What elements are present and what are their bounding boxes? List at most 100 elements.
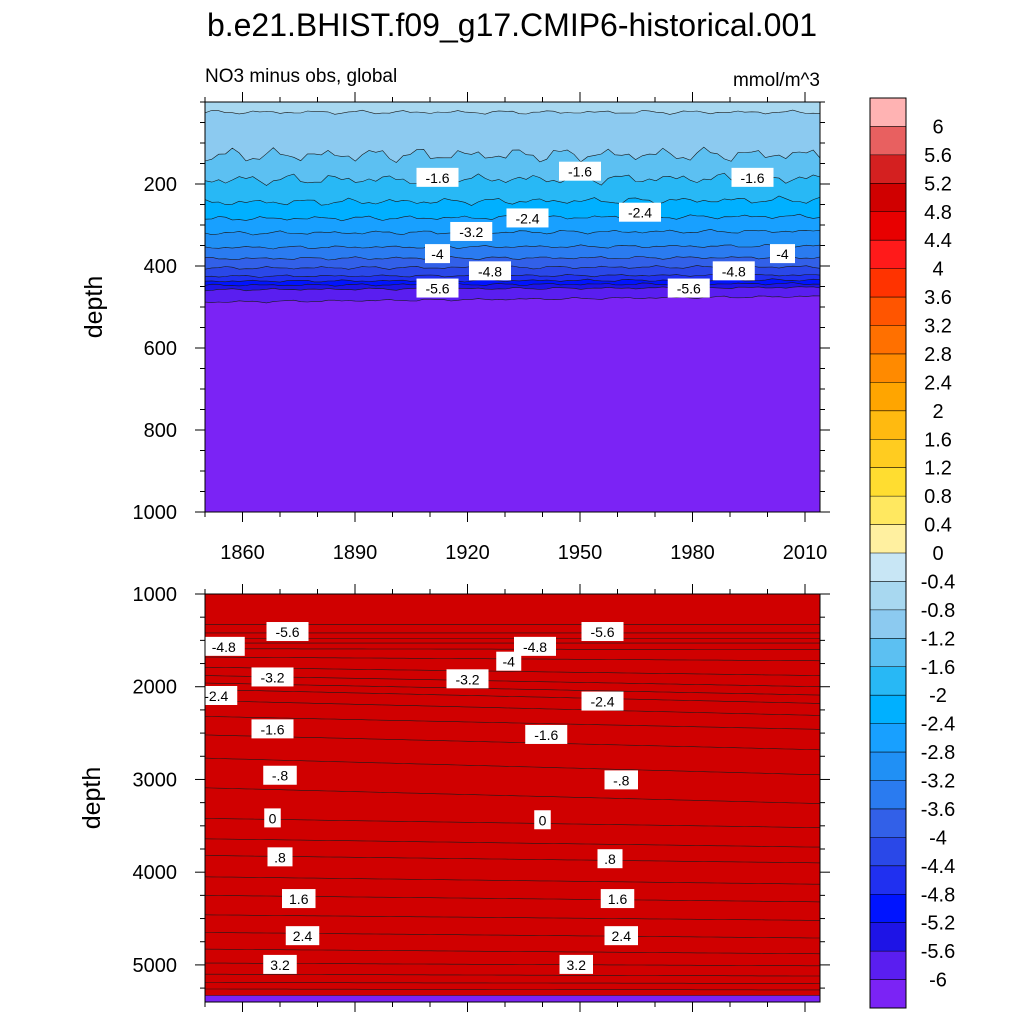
- y-tick-label: 800: [144, 420, 177, 442]
- contour-line: [205, 648, 820, 650]
- colorbar-label: 4.8: [924, 202, 952, 224]
- colorbar-swatch: [870, 979, 906, 1009]
- contour-label: -2.4: [590, 694, 614, 710]
- colorbar-swatch: [870, 951, 906, 980]
- colorbar-swatch: [870, 353, 906, 383]
- contour-line: [205, 982, 820, 984]
- colorbar-label: -0.4: [921, 571, 955, 593]
- contour-band: [205, 102, 820, 163]
- colorbar-label: -5.2: [921, 913, 955, 935]
- contour-line: [205, 682, 820, 696]
- x-tick-label: 1860: [220, 542, 265, 564]
- contour-line: [205, 716, 820, 730]
- colorbar-label: 2.4: [924, 372, 952, 394]
- contour-label-box: [667, 278, 710, 298]
- colorbar-swatch: [870, 297, 906, 326]
- contour-line: [205, 195, 820, 206]
- colorbar-label: -4.4: [921, 856, 955, 878]
- colorbar-swatch: [870, 695, 906, 725]
- contour-label-box: [195, 686, 238, 705]
- contour-label-box: [731, 167, 774, 187]
- contour-band: [205, 102, 820, 115]
- contour-label: -.8: [613, 772, 630, 788]
- contour-label-box: [581, 622, 624, 642]
- contour-label: -1.6: [534, 727, 558, 743]
- contour-label-box: [267, 847, 293, 867]
- contour-line: [205, 228, 820, 236]
- colorbar-swatch: [870, 808, 906, 838]
- colorbar-label: 0: [932, 543, 943, 565]
- colorbar-swatch: [870, 439, 906, 469]
- contour-label-box: [559, 161, 601, 181]
- colorbar-swatch: [870, 524, 906, 554]
- contour-line: [205, 675, 820, 687]
- colorbar-frame: [869, 97, 907, 1009]
- colorbar-swatch: [870, 894, 906, 924]
- contour-label: -3.2: [459, 224, 483, 240]
- colorbar-swatch: [870, 467, 906, 497]
- contour-line: [205, 295, 820, 304]
- upper-contour-labels: -1.6 -1.6 -1.6 -2.4 -2.4 -3.2 -4 -4 -4.8 -4.8 -5.6…: [416, 161, 795, 298]
- colorbar-swatch: [870, 922, 906, 952]
- contour-line: [205, 667, 820, 676]
- colorbar-swatch: [870, 98, 906, 127]
- contour-label: -.8: [272, 768, 289, 784]
- contour-label: 0: [539, 812, 547, 828]
- colorbar-label: 2: [932, 401, 943, 423]
- contour-label-box: [604, 926, 638, 946]
- contour-line: [205, 172, 820, 186]
- colorbar-label: -2.8: [921, 742, 955, 764]
- colorbar-label: 5.6: [924, 145, 952, 167]
- contour-label-box: [285, 926, 320, 946]
- contour-line: [205, 988, 820, 991]
- colorbar-swatch: [870, 154, 906, 184]
- x-tick-label: 1980: [670, 542, 715, 564]
- contour-label-box: [450, 221, 493, 241]
- colorbar-label: 1.6: [924, 429, 952, 451]
- colorbar-swatch: [870, 638, 906, 668]
- contour-label: -1.6: [568, 164, 592, 180]
- contour-band: [205, 594, 820, 996]
- y-tick-label: 1000: [133, 584, 178, 606]
- contour-line: [205, 244, 820, 250]
- x-tick-label: 1950: [558, 542, 603, 564]
- contour-label: -2.4: [204, 688, 228, 704]
- contour-label-box: [534, 810, 551, 830]
- colorbar-label: 2.8: [924, 344, 952, 366]
- colorbar-swatch: [870, 609, 906, 639]
- contour-label-box: [712, 261, 755, 281]
- contour-label: -4.8: [478, 263, 502, 279]
- contour-line: [205, 757, 820, 776]
- colorbar: 6 5.6 5.2 4.8 4.4 4 3.6 3.2 2.8 2.4 2 1.6 1.2 0.8 0.4 0…: [869, 97, 955, 1009]
- colorbar-swatch: [870, 211, 906, 241]
- colorbar-swatch: [870, 666, 906, 696]
- colorbar-swatch: [870, 325, 906, 355]
- contour-label-box: [282, 889, 316, 909]
- left-string: NO3 minus obs, global: [205, 66, 397, 87]
- contour-line: [205, 838, 820, 848]
- colorbar-swatch: [870, 496, 906, 525]
- units-label: mmol/m^3: [733, 70, 820, 91]
- contour-label: -4.8: [722, 263, 746, 279]
- contour-label: 2.4: [612, 928, 632, 944]
- contour-label: -5.6: [590, 624, 614, 640]
- contour-line: [205, 855, 820, 864]
- contour-label-box: [514, 636, 556, 656]
- upper-axes: 1860 1890 1920 1950 1980 2010 200 400 600 800 1000: [133, 92, 830, 564]
- contour-label: 1.6: [608, 891, 628, 907]
- contour-line: [205, 255, 820, 261]
- colorbar-label: -2: [929, 685, 947, 707]
- upper-panel: -1.6 -1.6 -1.6 -2.4 -2.4 -3.2 -4 -4 -4.8 -4.8 -5.6…: [80, 92, 830, 564]
- colorbar-label: 4.4: [924, 230, 952, 252]
- contour-label-box: [446, 669, 489, 689]
- contour-label: 0: [269, 810, 277, 826]
- contour-label-box: [416, 278, 459, 298]
- colorbar-swatch: [870, 240, 906, 270]
- y-tick-label: 3000: [133, 769, 178, 791]
- contour-line: [205, 286, 820, 292]
- contour-line: [205, 734, 820, 751]
- contour-label: -4: [776, 246, 789, 262]
- contour-label: -4.8: [523, 639, 547, 655]
- lower-plot-frame: [204, 593, 821, 1003]
- contour-label-box: [604, 770, 638, 790]
